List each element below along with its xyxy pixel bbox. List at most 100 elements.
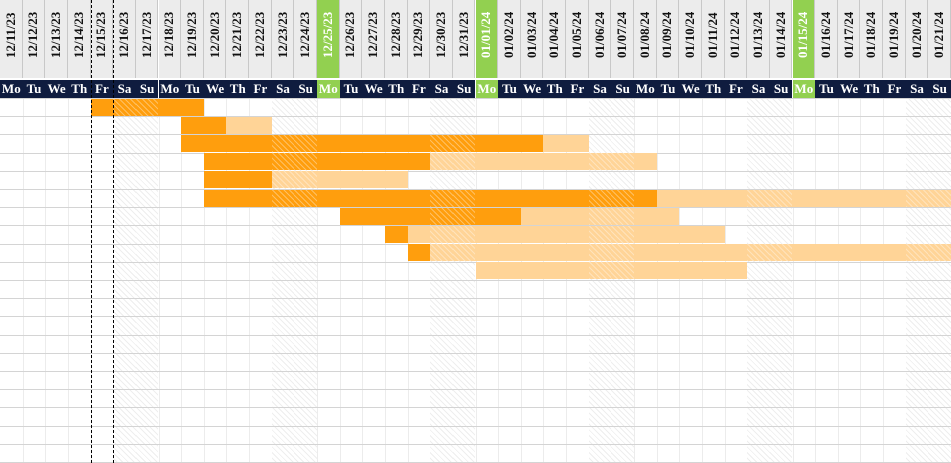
weekday-cell: Fr [249, 80, 272, 98]
date-cell: 12/11/23 [0, 0, 23, 78]
date-label: 01/15/24 [795, 11, 811, 58]
weekday-cell: Mo [634, 80, 657, 98]
date-label: 01/01/24 [478, 11, 494, 58]
date-cell: 01/16/24 [815, 0, 838, 78]
date-cell: 01/06/24 [588, 0, 612, 78]
non-working-hatch [452, 207, 476, 225]
date-label: 12/21/23 [229, 11, 245, 58]
weekday-cell: Th [701, 80, 725, 98]
weekday-cell: Fr [883, 80, 906, 98]
date-label: 12/15/23 [93, 11, 109, 58]
date-cell: 12/25/23 [317, 0, 340, 78]
row-divider [0, 225, 951, 227]
row-divider [0, 352, 951, 354]
date-cell: 01/01/24 [475, 0, 499, 78]
date-cell: 12/12/23 [22, 0, 46, 78]
non-working-hatch [430, 244, 453, 262]
weekday-cell: Tu [656, 80, 680, 98]
date-label: 01/02/24 [500, 11, 516, 58]
weekday-cell: Fr [90, 80, 114, 98]
date-label: 12/26/23 [342, 11, 358, 58]
non-working-hatch [611, 153, 634, 171]
non-working-hatch [271, 135, 295, 152]
non-working-hatch [271, 153, 295, 171]
weekday-cell: We [520, 80, 544, 98]
date-label: 01/08/24 [636, 11, 652, 58]
non-working-hatch [452, 135, 476, 152]
date-label: 12/31/23 [455, 11, 471, 58]
weekday-cell: We [45, 80, 68, 98]
non-working-hatch [271, 189, 295, 207]
row-divider [0, 371, 951, 372]
date-cell: 01/10/24 [679, 0, 702, 78]
non-working-hatch [611, 262, 634, 280]
non-working-hatch [588, 189, 612, 207]
non-working-hatch [611, 207, 634, 225]
planned-bar [407, 244, 951, 262]
date-label: 01/03/24 [523, 11, 539, 58]
date-label: 12/14/23 [70, 11, 86, 58]
planned-bar [475, 262, 748, 280]
date-label: 12/22/23 [251, 11, 267, 58]
actual-bar [181, 116, 227, 134]
weekday-cell: We [203, 80, 227, 98]
date-label: 12/18/23 [161, 11, 177, 58]
date-label: 12/19/23 [183, 11, 199, 58]
row-divider [0, 207, 951, 209]
non-working-hatch [294, 153, 317, 171]
date-cell: 01/03/24 [520, 0, 544, 78]
date-cell: 12/17/23 [135, 0, 159, 78]
row-divider [0, 334, 951, 336]
weekday-cell: Su [769, 80, 793, 98]
date-label: 12/12/23 [25, 11, 41, 58]
date-label: 01/16/24 [817, 11, 833, 58]
weekday-cell: Mo [0, 80, 23, 98]
non-working-hatch [928, 244, 951, 262]
date-cell: 12/18/23 [158, 0, 182, 78]
date-cell: 12/16/23 [113, 0, 136, 78]
date-cell: 12/14/23 [67, 0, 91, 78]
weekday-cell: Su [135, 80, 159, 98]
weekday-cell: Sa [905, 80, 929, 98]
date-cell: 01/11/24 [701, 0, 725, 78]
row-divider [0, 261, 951, 263]
date-cell: 12/29/23 [407, 0, 431, 78]
date-label: 12/13/23 [48, 11, 64, 58]
date-label: 12/17/23 [138, 11, 154, 58]
date-label: 01/21/24 [931, 11, 947, 58]
non-working-hatch [294, 189, 317, 207]
date-label: 01/13/24 [750, 11, 766, 58]
weekday-cell: Tu [498, 80, 521, 98]
row-divider [0, 316, 951, 318]
weekday-cell: Sa [747, 80, 770, 98]
today-marker-line [113, 0, 115, 463]
actual-bar [384, 226, 408, 243]
actual-bar [181, 135, 544, 152]
date-cell: 01/02/24 [498, 0, 521, 78]
non-working-hatch [452, 189, 476, 207]
non-working-hatch [588, 207, 612, 225]
actual-bar [203, 153, 431, 171]
date-cell: 01/19/24 [883, 0, 906, 78]
date-label: 12/16/23 [116, 11, 132, 58]
date-label: 12/11/23 [2, 12, 18, 58]
weekday-cell: Tu [181, 80, 204, 98]
date-cell: 01/08/24 [634, 0, 657, 78]
row-divider [0, 389, 951, 391]
weekday-cell: Sa [588, 80, 612, 98]
row-divider [0, 243, 951, 245]
date-cell: 01/12/24 [724, 0, 748, 78]
date-label: 01/14/24 [772, 11, 788, 58]
weekday-cell: We [362, 80, 385, 98]
actual-bar [407, 244, 431, 262]
date-cell: 01/18/24 [860, 0, 884, 78]
actual-bar [339, 207, 521, 225]
row-divider [0, 407, 951, 409]
date-label: 12/27/23 [365, 11, 381, 58]
weekday-cell: We [679, 80, 702, 98]
date-cell: 12/30/23 [430, 0, 453, 78]
date-cell: 12/15/23 [90, 0, 114, 78]
weekday-cell: Sa [113, 80, 136, 98]
non-working-hatch [135, 98, 159, 116]
